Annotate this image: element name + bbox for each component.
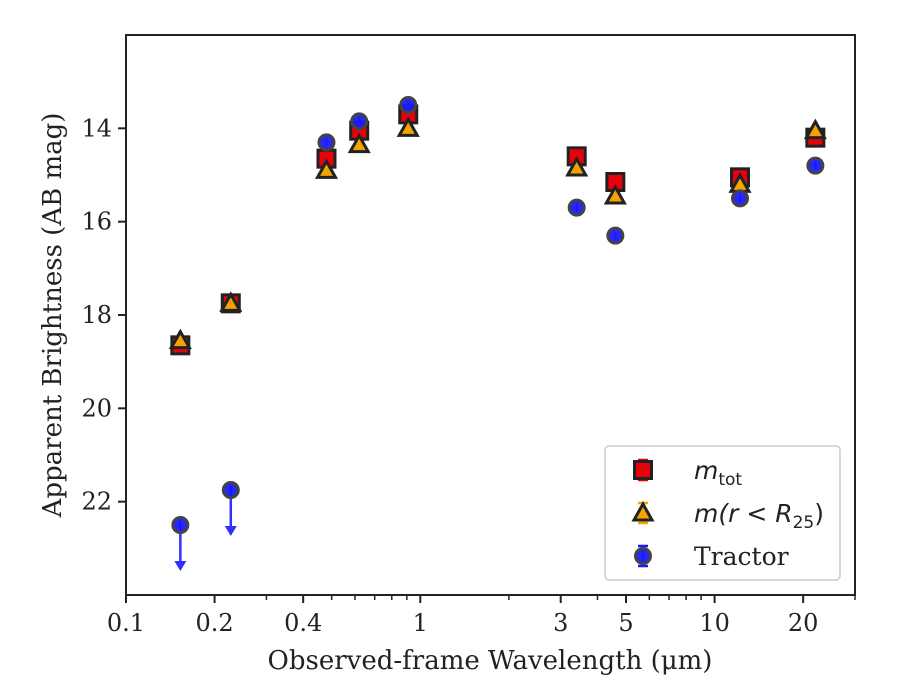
legend-marker-triangle — [631, 500, 655, 522]
x-tick-label: 0.2 — [196, 609, 234, 637]
legend-marker-circle — [634, 547, 652, 565]
x-tick-label: 3 — [553, 609, 568, 637]
data-marks — [168, 96, 827, 571]
y-tick-label: 22 — [81, 488, 112, 516]
legend-label: Tractor — [694, 542, 789, 571]
x-axis-label: Observed-frame Wavelength (μm) — [268, 646, 713, 676]
legend-box — [604, 445, 841, 581]
series-circle — [171, 96, 825, 571]
legend-marker-square — [633, 460, 653, 480]
legend-entry: mtot — [633, 456, 742, 490]
x-tick-label: 0.4 — [284, 609, 322, 637]
upper-limit-arrowhead — [224, 526, 237, 536]
x-tick-label: 1 — [413, 609, 428, 637]
x-tick-label: 0.1 — [107, 609, 145, 637]
legend: mtot m(r < R25) Tractor — [604, 445, 841, 581]
y-axis-label: Apparent Brightness (AB mag) — [38, 113, 68, 519]
legend-entries: mtot m(r < R25) Tractor — [631, 456, 824, 571]
y-tick-label: 16 — [81, 208, 112, 236]
x-tick-label: 20 — [788, 609, 819, 637]
y-tick-label: 20 — [81, 394, 112, 422]
legend-entry: m(r < R25) — [631, 499, 824, 533]
x-tick-label: 5 — [618, 609, 633, 637]
y-tick-label: 18 — [81, 301, 112, 329]
legend-entry: Tractor — [634, 542, 789, 571]
y-tick-label: 14 — [81, 114, 112, 142]
upper-limit-arrowhead — [174, 561, 187, 571]
legend-label: m(r < R25) — [694, 499, 824, 533]
x-tick-label: 10 — [699, 609, 730, 637]
series-triangle — [168, 116, 827, 350]
axis-ticks: 0.1 0.2 0.4 1 3 5 10 20 14 16 18 20 22 — [81, 114, 856, 637]
legend-label: mtot — [694, 456, 742, 490]
